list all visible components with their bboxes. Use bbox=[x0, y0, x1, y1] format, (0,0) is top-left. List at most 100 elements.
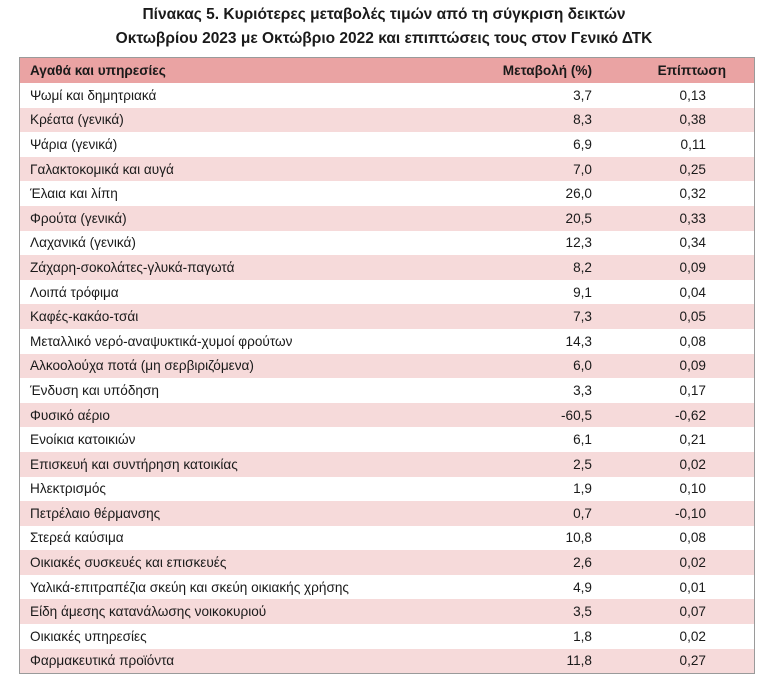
cell-item: Γαλακτοκομικά και αυγά bbox=[30, 161, 174, 177]
cell-impact: 0,21 bbox=[679, 432, 706, 448]
cell-impact: 0,11 bbox=[680, 136, 706, 152]
cell-change: 12,3 bbox=[565, 235, 592, 251]
header-impact: Επίπτωση bbox=[657, 63, 726, 78]
cell-item: Ένδυση και υπόδηση bbox=[30, 382, 159, 398]
cell-item: Υαλικά-επιτραπέζια σκεύη και σκεύη οικια… bbox=[30, 579, 349, 595]
table-row: Λοιπά τρόφιμα 9,1 0,04 bbox=[20, 279, 754, 305]
table-row: Αλκοολούχα ποτά (μη σερβιριζόμενα) 6,0 0,0… bbox=[20, 353, 754, 379]
cell-impact: 0,09 bbox=[679, 358, 706, 374]
table-row: Έλαια και λίπη 26,0 0,32 bbox=[20, 181, 754, 206]
cell-item: Αλκοολούχα ποτά (μη σερβιριζόμενα) bbox=[30, 358, 254, 374]
cell-impact: -0,62 bbox=[675, 407, 706, 423]
table-row: Καφές-κακάο-τσάι 7,3 0,05 bbox=[20, 304, 754, 329]
cell-change: 8,2 bbox=[573, 259, 592, 275]
cell-change: 9,1 bbox=[573, 284, 592, 300]
table-row: Πετρέλαιο θέρμανσης 0,7 -0,10 bbox=[20, 501, 754, 526]
cell-impact: 0,33 bbox=[679, 210, 706, 226]
cell-item: Ενοίκια κατοικιών bbox=[30, 432, 136, 448]
cell-change: 2,5 bbox=[573, 456, 592, 472]
header-item: Αγαθά και υπηρεσίες bbox=[30, 63, 166, 78]
cell-change: 3,5 bbox=[573, 604, 592, 620]
cell-change: 7,0 bbox=[573, 161, 592, 177]
cell-change: 6,0 bbox=[573, 358, 592, 374]
cell-impact: 0,32 bbox=[679, 186, 706, 202]
title-line-1: Πίνακας 5. Κυριότερες μεταβολές τιμών απ… bbox=[142, 6, 626, 23]
cell-impact: 0,07 bbox=[679, 604, 706, 620]
table-row: Ηλεκτρισμός 1,9 0,10 bbox=[20, 476, 754, 502]
cell-item: Φρούτα (γενικά) bbox=[30, 210, 127, 226]
cell-item: Φαρμακευτικά προϊόντα bbox=[30, 653, 175, 669]
table-row: Φαρμακευτικά προϊόντα 11,8 0,27 bbox=[20, 648, 754, 674]
cell-item: Είδη άμεσης κατανάλωσης νοικοκυριού bbox=[30, 604, 267, 620]
cell-change: 8,3 bbox=[573, 112, 592, 128]
table-row: Ζάχαρη-σοκολάτες-γλυκά-παγωτά 8,2 0,09 bbox=[20, 255, 754, 280]
cell-impact: 0,08 bbox=[679, 530, 706, 546]
cell-impact: 0,02 bbox=[679, 628, 706, 644]
cell-impact: 0,08 bbox=[679, 333, 706, 349]
table-body: Ψωμί και δημητριακά 3,7 0,13 Κρέατα (γενικά… bbox=[20, 83, 754, 674]
cell-impact: 0,05 bbox=[679, 309, 706, 325]
cell-item: Ζάχαρη-σοκολάτες-γλυκά-παγωτά bbox=[30, 259, 235, 275]
cell-impact: 0,09 bbox=[679, 259, 706, 275]
cell-change: 1,8 bbox=[573, 628, 592, 644]
cell-change: 2,6 bbox=[573, 555, 592, 571]
cell-item: Ηλεκτρισμός bbox=[30, 481, 106, 497]
cell-item: Οικιακές υπηρεσίες bbox=[30, 628, 147, 644]
table-row: Μεταλλικό νερό-αναψυκτικά-χυμοί φρούτων 1… bbox=[20, 328, 754, 354]
header-change: Μεταβολή (%) bbox=[502, 63, 592, 78]
cell-impact: 0,10 bbox=[679, 481, 706, 497]
table-row: Οικιακές υπηρεσίες 1,8 0,02 bbox=[20, 624, 754, 649]
cell-change: 10,8 bbox=[565, 530, 592, 546]
cell-item: Οικιακές συσκευές και επισκευές bbox=[30, 555, 227, 571]
table-row: Ενοίκια κατοικιών 6,1 0,21 bbox=[20, 427, 754, 452]
cell-item: Μεταλλικό νερό-αναψυκτικά-χυμοί φρούτων bbox=[30, 333, 293, 349]
cell-change: 20,5 bbox=[565, 210, 592, 226]
cell-item: Καφές-κακάο-τσάι bbox=[30, 309, 139, 325]
cell-impact: 0,27 bbox=[679, 653, 706, 669]
price-changes-table: Αγαθά και υπηρεσίες Μεταβολή (%) Επίπτωσ… bbox=[19, 57, 755, 675]
cell-change: 3,3 bbox=[573, 382, 592, 398]
cell-item: Έλαια και λίπη bbox=[30, 186, 118, 202]
cell-impact: 0,01 bbox=[679, 579, 706, 595]
cell-change: 14,3 bbox=[565, 333, 592, 349]
cell-change: 3,7 bbox=[573, 87, 592, 103]
cell-item: Ψωμί και δημητριακά bbox=[30, 87, 157, 103]
cell-item: Λαχανικά (γενικά) bbox=[30, 235, 136, 251]
cell-item: Φυσικό αέριο bbox=[30, 407, 110, 423]
cell-impact: -0,10 bbox=[675, 505, 706, 521]
cell-change: 4,9 bbox=[573, 579, 592, 595]
cell-change: 1,9 bbox=[573, 481, 592, 497]
title-line-2: Οκτωβρίου 2023 με Οκτώβριο 2022 και επιπ… bbox=[115, 30, 653, 47]
table-row: Στερεά καύσιμα 10,8 0,08 bbox=[20, 525, 754, 551]
cell-change: 6,9 bbox=[573, 136, 592, 152]
table-row: Γαλακτοκομικά και αυγά 7,0 0,25 bbox=[20, 156, 754, 182]
table-row: Λαχανικά (γενικά) 12,3 0,34 bbox=[20, 230, 754, 256]
table-row: Κρέατα (γενικά) 8,3 0,38 bbox=[20, 107, 754, 133]
table-title: Πίνακας 5. Κυριότερες μεταβολές τιμών απ… bbox=[0, 0, 768, 51]
cell-impact: 0,38 bbox=[679, 112, 706, 128]
cell-impact: 0,17 bbox=[679, 382, 706, 398]
table-row: Ένδυση και υπόδηση 3,3 0,17 bbox=[20, 378, 754, 403]
table-row: Φρούτα (γενικά) 20,5 0,33 bbox=[20, 205, 754, 231]
cell-item: Κρέατα (γενικά) bbox=[30, 112, 124, 128]
cell-impact: 0,02 bbox=[679, 555, 706, 571]
cell-change: -60,5 bbox=[561, 407, 592, 423]
cell-impact: 0,02 bbox=[679, 456, 706, 472]
table-row: Επισκευή και συντήρηση κατοικίας 2,5 0,02 bbox=[20, 451, 754, 477]
cell-item: Επισκευή και συντήρηση κατοικίας bbox=[30, 456, 238, 472]
cell-change: 11,8 bbox=[566, 653, 592, 669]
table-row: Ψωμί και δημητριακά 3,7 0,13 bbox=[20, 83, 754, 108]
cell-impact: 0,34 bbox=[679, 235, 706, 251]
table-row: Φυσικό αέριο -60,5 -0,62 bbox=[20, 402, 754, 428]
cell-change: 26,0 bbox=[565, 186, 592, 202]
cell-item: Ψάρια (γενικά) bbox=[30, 136, 118, 152]
table-header-row: Αγαθά και υπηρεσίες Μεταβολή (%) Επίπτωσ… bbox=[20, 58, 754, 83]
table-row: Ψάρια (γενικά) 6,9 0,11 bbox=[20, 132, 754, 157]
cell-item: Πετρέλαιο θέρμανσης bbox=[30, 505, 161, 521]
cell-item: Λοιπά τρόφιμα bbox=[30, 284, 119, 300]
cell-change: 0,7 bbox=[573, 505, 592, 521]
table-row: Είδη άμεσης κατανάλωσης νοικοκυριού 3,5 0,… bbox=[20, 599, 754, 625]
cell-change: 6,1 bbox=[573, 432, 592, 448]
cell-item: Στερεά καύσιμα bbox=[30, 530, 124, 546]
cell-change: 7,3 bbox=[573, 309, 592, 325]
